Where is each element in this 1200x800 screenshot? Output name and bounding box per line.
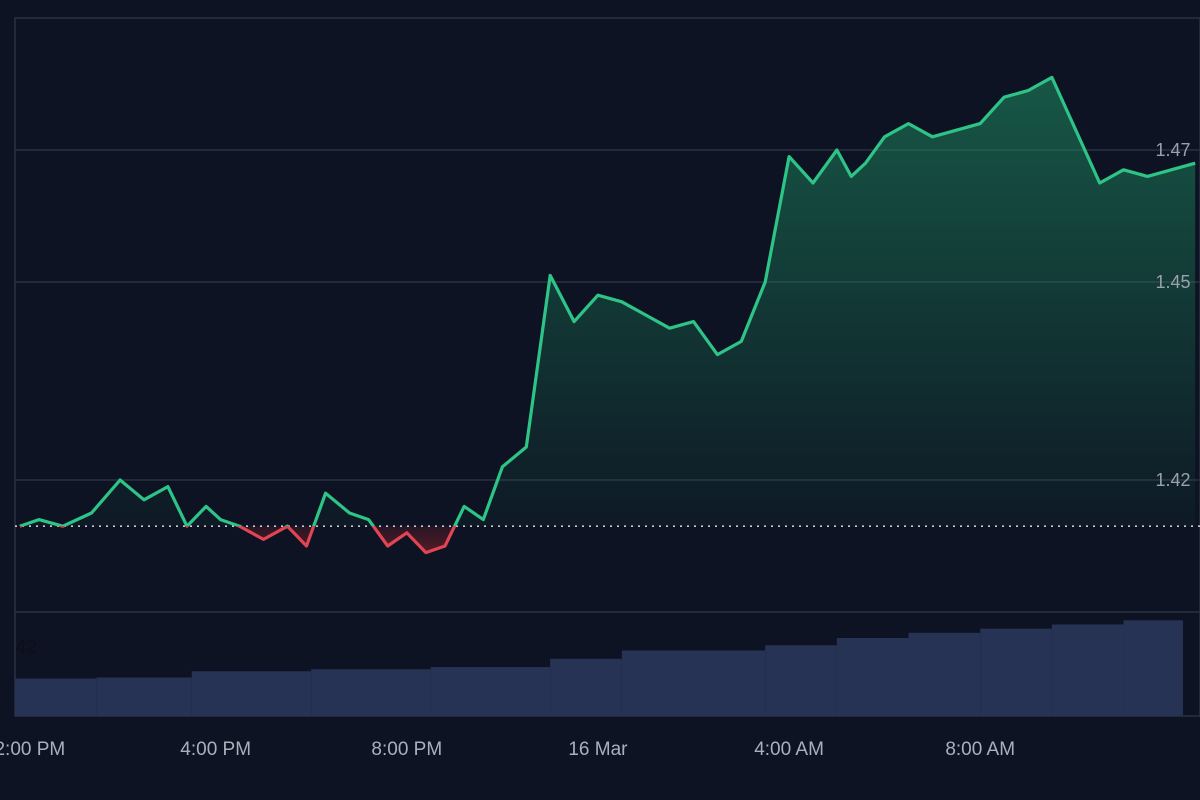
- price-point: [185, 524, 189, 528]
- x-tick-label: 8:00 PM: [371, 739, 442, 760]
- price-point: [1145, 174, 1149, 178]
- price-point: [37, 518, 41, 522]
- price-point: [864, 161, 868, 165]
- price-point: [644, 313, 648, 317]
- volume-bar: [550, 658, 622, 716]
- price-point: [500, 465, 504, 469]
- price-point: [572, 320, 576, 324]
- price-point: [61, 524, 65, 528]
- price-point: [1193, 161, 1197, 165]
- y-axis-labels: 1.47 1.45 1.42: [1155, 140, 1190, 490]
- volume-bar: [430, 667, 551, 716]
- price-point: [386, 544, 390, 548]
- price-point: [739, 339, 743, 343]
- price-point: [443, 544, 447, 548]
- volume-bar: [311, 669, 431, 716]
- price-point: [811, 181, 815, 185]
- x-tick-label: 4:00 AM: [754, 739, 824, 760]
- price-point: [142, 498, 146, 502]
- price-point: [1026, 89, 1030, 93]
- x-tick-label: 16 Mar: [568, 739, 628, 760]
- volume-bar: [836, 638, 909, 716]
- price-point: [524, 445, 528, 449]
- volume-bar: [1051, 624, 1124, 716]
- price-point: [204, 504, 208, 508]
- volume-bar: [1123, 620, 1183, 716]
- price-point: [1002, 95, 1006, 99]
- price-point: [1122, 168, 1126, 172]
- price-point: [285, 524, 289, 528]
- price-point: [692, 320, 696, 324]
- price-point: [954, 128, 958, 132]
- price-point: [347, 511, 351, 515]
- price-point: [883, 135, 887, 139]
- price-point: [835, 148, 839, 152]
- price-point: [1169, 168, 1173, 172]
- price-point: [304, 544, 308, 548]
- area-fill-down: [239, 526, 455, 553]
- price-point: [787, 155, 791, 159]
- volume-bar: [980, 628, 1052, 716]
- price-point: [218, 518, 222, 522]
- volume-bar: [15, 678, 97, 716]
- price-point: [548, 273, 552, 277]
- price-point: [18, 524, 22, 528]
- volume-bars: [15, 620, 1183, 716]
- price-point: [324, 491, 328, 495]
- price-point: [89, 511, 93, 515]
- price-point: [118, 478, 122, 482]
- x-tick-label: 8:00 AM: [945, 739, 1015, 760]
- volume-bar: [621, 650, 766, 716]
- price-point: [930, 135, 934, 139]
- y-tick-label: 1.42: [1155, 470, 1190, 490]
- price-point: [620, 300, 624, 304]
- price-point: [907, 122, 911, 126]
- price-point: [424, 551, 428, 555]
- price-point: [849, 174, 853, 178]
- price-point: [1098, 181, 1102, 185]
- price-line-up: [19, 75, 1196, 527]
- x-axis-labels: 12:00 PM 4:00 PM 8:00 PM 16 Mar 4:00 AM 8:00 …: [0, 739, 1015, 760]
- price-point: [238, 524, 242, 528]
- x-tick-label: 12:00 PM: [0, 739, 65, 760]
- area-fill-up: [19, 77, 1196, 527]
- price-point: [596, 293, 600, 297]
- price-point: [1050, 75, 1054, 79]
- y-tick-label: 1.45: [1155, 272, 1190, 292]
- volume-bar: [191, 671, 312, 716]
- x-tick-label: 4:00 PM: [180, 739, 251, 760]
- price-point: [405, 531, 409, 535]
- price-point: [462, 504, 466, 508]
- price-point: [668, 326, 672, 330]
- price-point: [166, 485, 170, 489]
- volume-label: 42: [16, 637, 37, 658]
- price-point: [261, 537, 265, 541]
- volume-bar: [765, 645, 837, 716]
- volume-bar: [908, 632, 981, 716]
- price-point: [1074, 128, 1078, 132]
- y-tick-label: 1.47: [1155, 140, 1190, 160]
- price-point: [978, 122, 982, 126]
- price-point: [763, 280, 767, 284]
- price-point: [481, 518, 485, 522]
- price-point: [367, 518, 371, 522]
- price-point: [715, 353, 719, 357]
- volume-bar: [96, 677, 192, 716]
